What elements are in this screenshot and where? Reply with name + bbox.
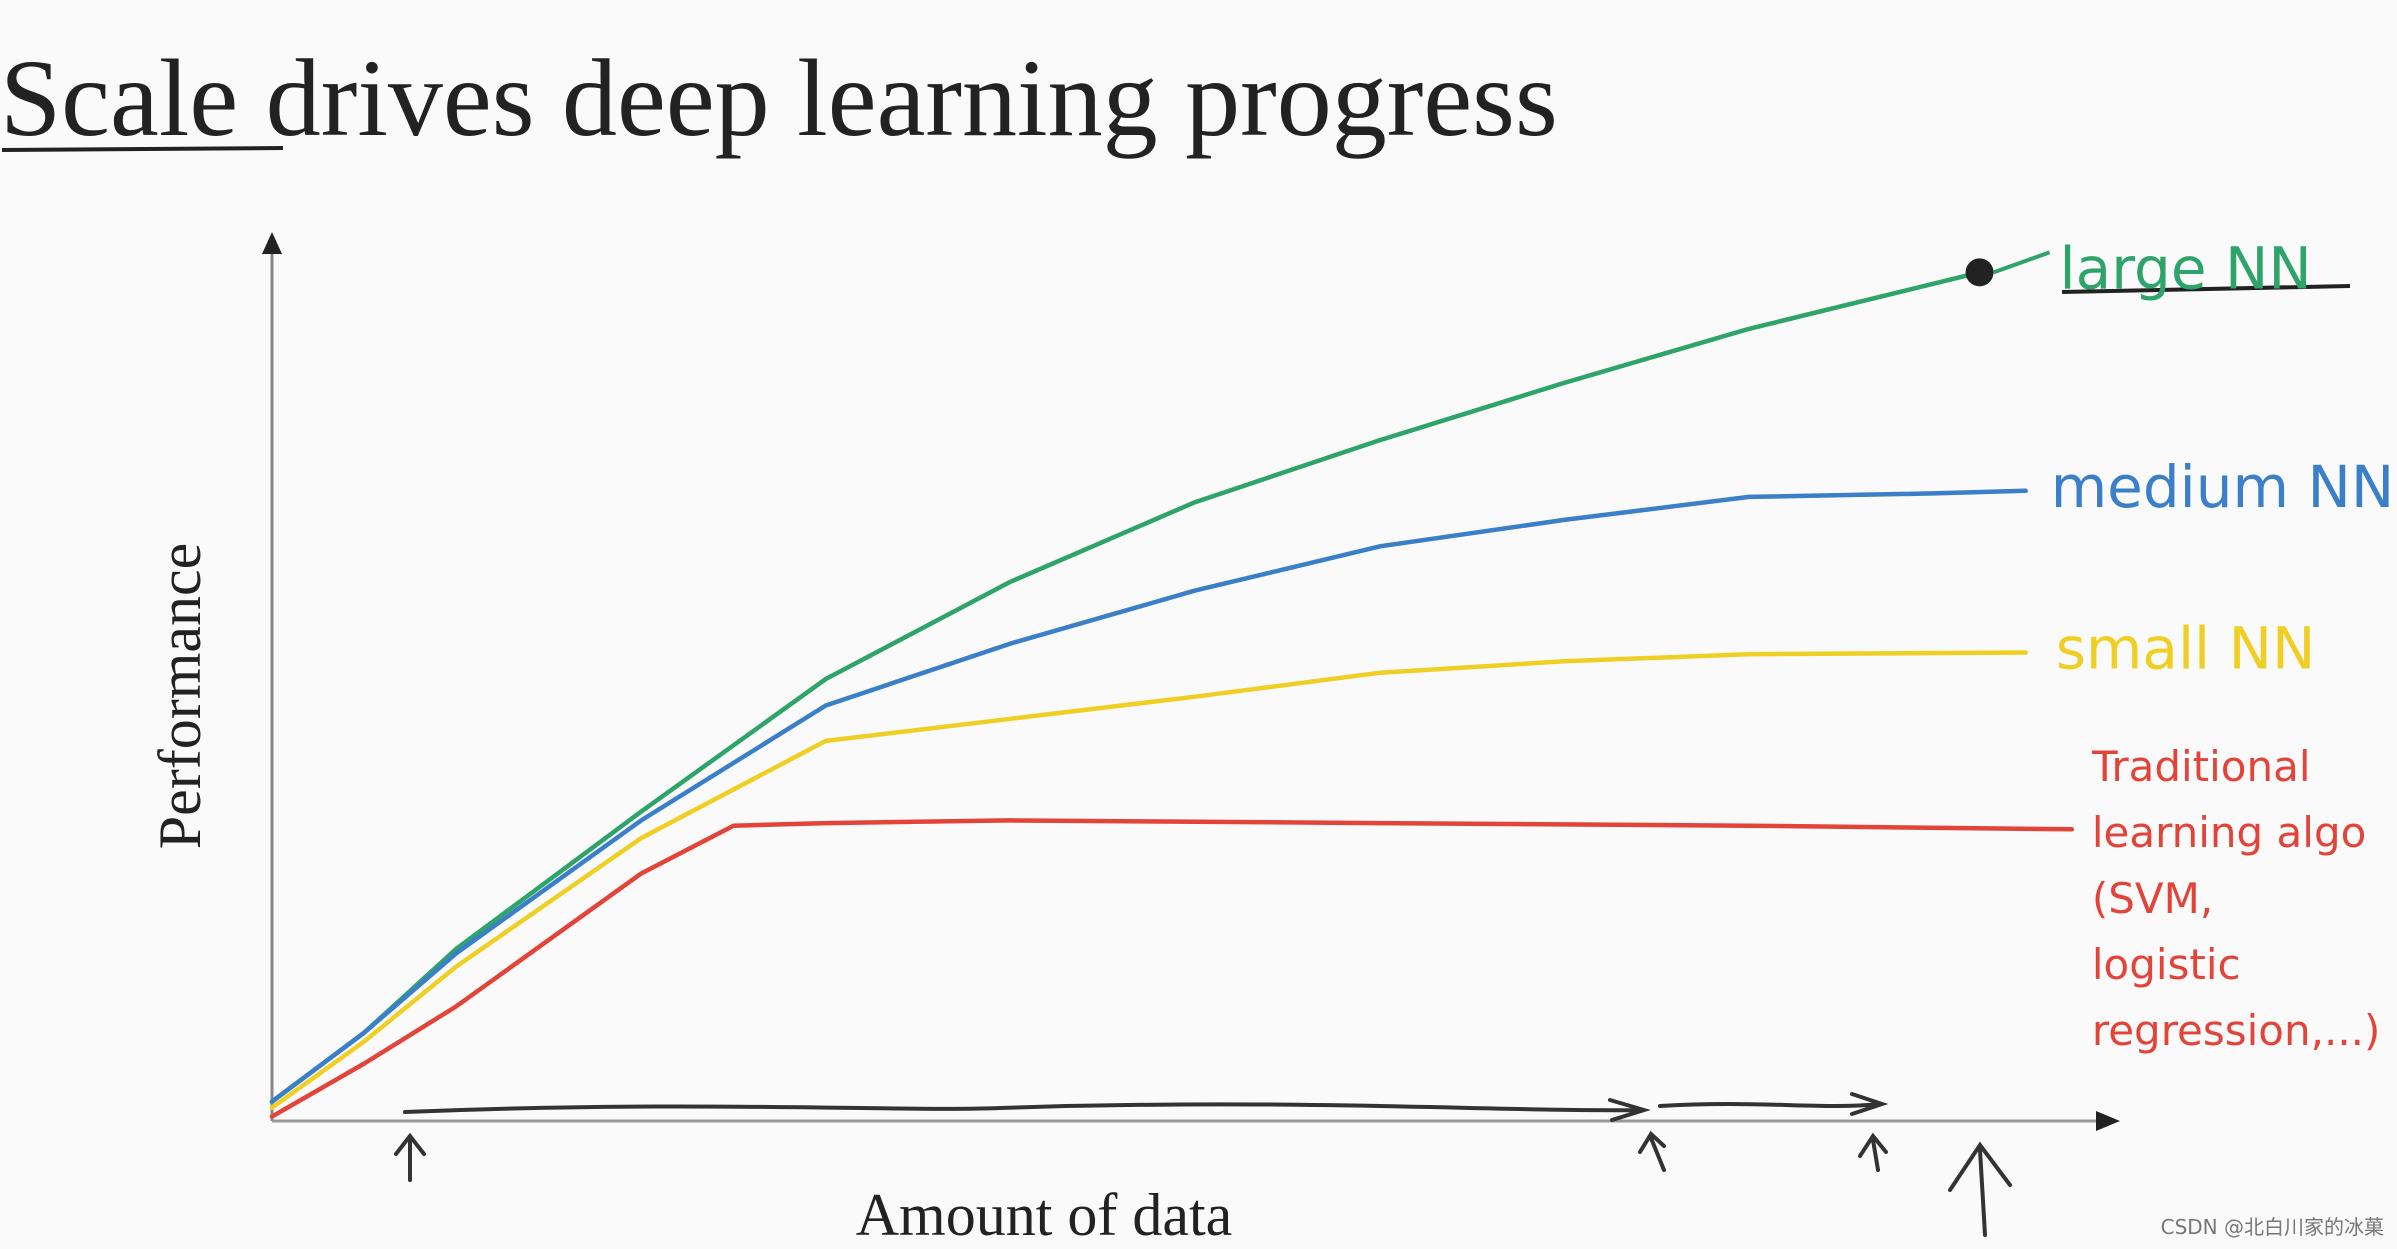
- series-line: [269, 270, 1982, 1104]
- x-axis-label: Amount of data: [856, 1182, 1233, 1248]
- y-axis-arrow: [262, 232, 282, 254]
- series-line: [269, 818, 2075, 1119]
- x-axis-arrow: [2096, 1111, 2120, 1131]
- series-line: [269, 650, 2028, 1110]
- title-underline: [1, 146, 284, 152]
- legend-label: medium NN: [2051, 453, 2395, 521]
- legend-label-box: Traditional learning algo (SVM, logistic…: [2091, 742, 2381, 1056]
- legend-label: small NN: [2056, 615, 2316, 683]
- y-axis-label: Performance: [147, 543, 213, 850]
- end-point: [1965, 258, 1994, 287]
- legend-label: large NN: [2060, 234, 2312, 302]
- label-underline: [2061, 284, 2351, 294]
- legend-label: Traditional learning algo (SVM, logistic…: [2091, 742, 2381, 1056]
- leader: [1992, 250, 2051, 275]
- watermark: CSDN @北白川家的冰菓: [2161, 1215, 2384, 1239]
- data-range-arrows: [394, 1092, 2012, 1237]
- series-line: [269, 488, 2028, 1104]
- chart-title: Scale drives deep learning progress: [0, 37, 1558, 159]
